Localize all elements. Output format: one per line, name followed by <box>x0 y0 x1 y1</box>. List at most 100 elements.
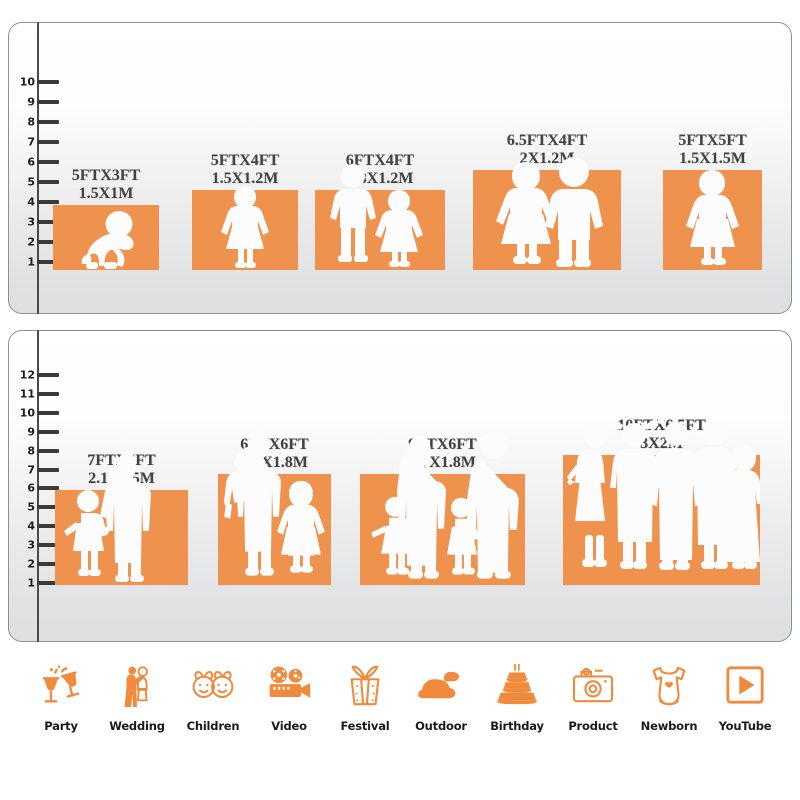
two-kid-faces-icon <box>167 655 259 715</box>
backdrop-label: 10FTX6.5FT 3X2M <box>617 417 706 452</box>
ruler-axis <box>37 22 39 314</box>
backdrop-item-5ftx3ft[interactable]: 5FTX3FT 1.5X1M <box>53 167 159 270</box>
ruler-tick: 5 <box>27 176 59 187</box>
ruler-tick: 2 <box>27 558 59 569</box>
ruler-tick-label: 8 <box>27 115 35 129</box>
backdrop-label: 5FTX3FT 1.5X1M <box>71 167 141 202</box>
ruler-tick-label: 6 <box>27 155 35 169</box>
ruler-tick: 3 <box>27 539 59 550</box>
ruler-tick: 7 <box>27 136 59 147</box>
ruler-tick-label: 2 <box>27 557 35 571</box>
category-children[interactable]: Children <box>167 655 259 733</box>
ruler-axis <box>37 330 39 642</box>
backdrop-item-6ftx4ft[interactable]: 6FTX4FT 1.8X1.2M <box>315 152 445 270</box>
ruler-tick-label: 12 <box>19 368 35 382</box>
ruler-tick: 7 <box>27 464 59 475</box>
ruler-tick-label: 2 <box>27 235 35 249</box>
ruler-tick-label: 9 <box>27 424 35 438</box>
ruler-tick: 9 <box>27 426 59 437</box>
ruler-tick-label: 10 <box>19 406 35 420</box>
category-wedding[interactable]: Wedding <box>91 655 183 733</box>
category-label: Wedding <box>109 719 165 733</box>
ruler-tick: 4 <box>27 520 59 531</box>
ruler-tick: 8 <box>27 445 59 456</box>
movie-camera-icon <box>243 655 335 715</box>
backdrop-swatch <box>53 205 159 270</box>
ruler-tick: 10 <box>20 407 59 418</box>
ruler-tick: 6 <box>27 483 59 494</box>
category-label: Party <box>44 719 78 733</box>
backdrop-swatch <box>473 170 621 270</box>
wedding-couple-icon <box>91 655 183 715</box>
category-label: Product <box>568 719 618 733</box>
backdrop-item-5ftx5ft[interactable]: 5FTX5FT 1.5X1.5M <box>663 132 762 270</box>
backdrop-swatch <box>663 170 762 270</box>
category-video[interactable]: Video <box>243 655 335 733</box>
ruler-tick-label: 5 <box>27 500 35 514</box>
category-birthday[interactable]: Birthday <box>471 655 563 733</box>
ruler-tick: 1 <box>27 577 59 588</box>
champagne-glasses-icon <box>15 655 107 715</box>
ruler-tick-label: 10 <box>19 75 35 89</box>
category-label: Birthday <box>490 719 544 733</box>
category-festival[interactable]: Festival <box>319 655 411 733</box>
category-label: YouTube <box>718 719 772 733</box>
backdrop-label: 5FTX5FT 1.5X1.5M <box>678 132 747 167</box>
height-ruler-panel-1: 10 9 8 7 6 5 4 3 2 1 <box>8 22 59 314</box>
ruler-tick-label: 6 <box>27 481 35 495</box>
backdrop-swatch <box>563 455 760 585</box>
backdrop-label: 5FTX4FT 1.5X1.2M <box>210 152 280 187</box>
birthday-cake-icon <box>471 655 563 715</box>
ruler-tick: 12 <box>20 369 59 380</box>
backdrop-label: 6FTX6FT 1.8X1.8M <box>240 436 309 471</box>
backdrop-swatch <box>360 474 525 585</box>
backdrop-item-7ftx5ft[interactable]: 7FTX5FT 2.1X1.5M <box>55 451 188 585</box>
backdrop-item-10ftx6-5ft[interactable]: 10FTX6.5FT 3X2M <box>563 416 760 585</box>
category-label: Newborn <box>640 719 698 733</box>
category-outdoor[interactable]: Outdoor <box>395 655 487 733</box>
ruler-tick-label: 3 <box>27 538 35 552</box>
backdrop-label: 6FTX4FT 1.8X1.2M <box>345 152 415 187</box>
backdrop-label: 7FTX5FT 2.1X1.5M <box>87 452 156 487</box>
ruler-tick: 8 <box>27 116 59 127</box>
category-youtube[interactable]: YouTube <box>699 655 791 733</box>
ruler-tick: 5 <box>27 502 59 513</box>
backdrop-swatch <box>55 490 188 585</box>
ruler-tick: 4 <box>27 196 59 207</box>
ruler-tick-label: 4 <box>27 195 35 209</box>
backdrop-item-9ftx6ft[interactable]: 9FTX6FT 2.7X1.8M <box>360 431 525 585</box>
backdrop-swatch <box>192 190 298 270</box>
height-ruler-panel-2: 12 11 10 9 8 7 6 5 4 3 2 1 <box>8 330 59 642</box>
category-label: Children <box>186 719 240 733</box>
category-product[interactable]: Product <box>547 655 639 733</box>
ruler-tick-label: 3 <box>27 215 35 229</box>
baby-onesie-icon <box>623 655 715 715</box>
ruler-tick-label: 4 <box>27 519 35 533</box>
ruler-tick: 6 <box>27 156 59 167</box>
ruler-tick: 1 <box>27 256 59 267</box>
cloud-icon <box>395 655 487 715</box>
category-party[interactable]: Party <box>15 655 107 733</box>
ruler-tick-label: 1 <box>27 255 35 269</box>
play-button-icon <box>699 655 791 715</box>
ruler-tick-label: 8 <box>27 443 35 457</box>
backdrop-item-6ftx6ft[interactable]: 6FTX6FT 1.8X1.8M <box>218 429 331 585</box>
backdrop-swatch <box>315 190 445 270</box>
backdrop-label: 6.5FTX4FT 2X1.2M <box>506 132 588 167</box>
ruler-tick: 10 <box>20 76 59 87</box>
photo-camera-icon <box>547 655 639 715</box>
backdrop-label: 9FTX6FT 2.7X1.8M <box>408 436 477 471</box>
ruler-tick-label: 7 <box>27 462 35 476</box>
ruler-tick: 11 <box>20 388 59 399</box>
backdrop-swatch <box>218 474 331 585</box>
category-label: Video <box>271 719 307 733</box>
ruler-tick-label: 9 <box>27 95 35 109</box>
ruler-tick-label: 7 <box>27 135 35 149</box>
ruler-tick: 9 <box>27 96 59 107</box>
ruler-tick: 3 <box>27 216 59 227</box>
backdrop-item-5ftx4ft[interactable]: 5FTX4FT 1.5X1.2M <box>192 152 298 270</box>
category-newborn[interactable]: Newborn <box>623 655 715 733</box>
backdrop-item-6-5ftx4ft[interactable]: 6.5FTX4FT 2X1.2M <box>473 132 621 270</box>
ruler-tick-label: 11 <box>19 387 35 401</box>
